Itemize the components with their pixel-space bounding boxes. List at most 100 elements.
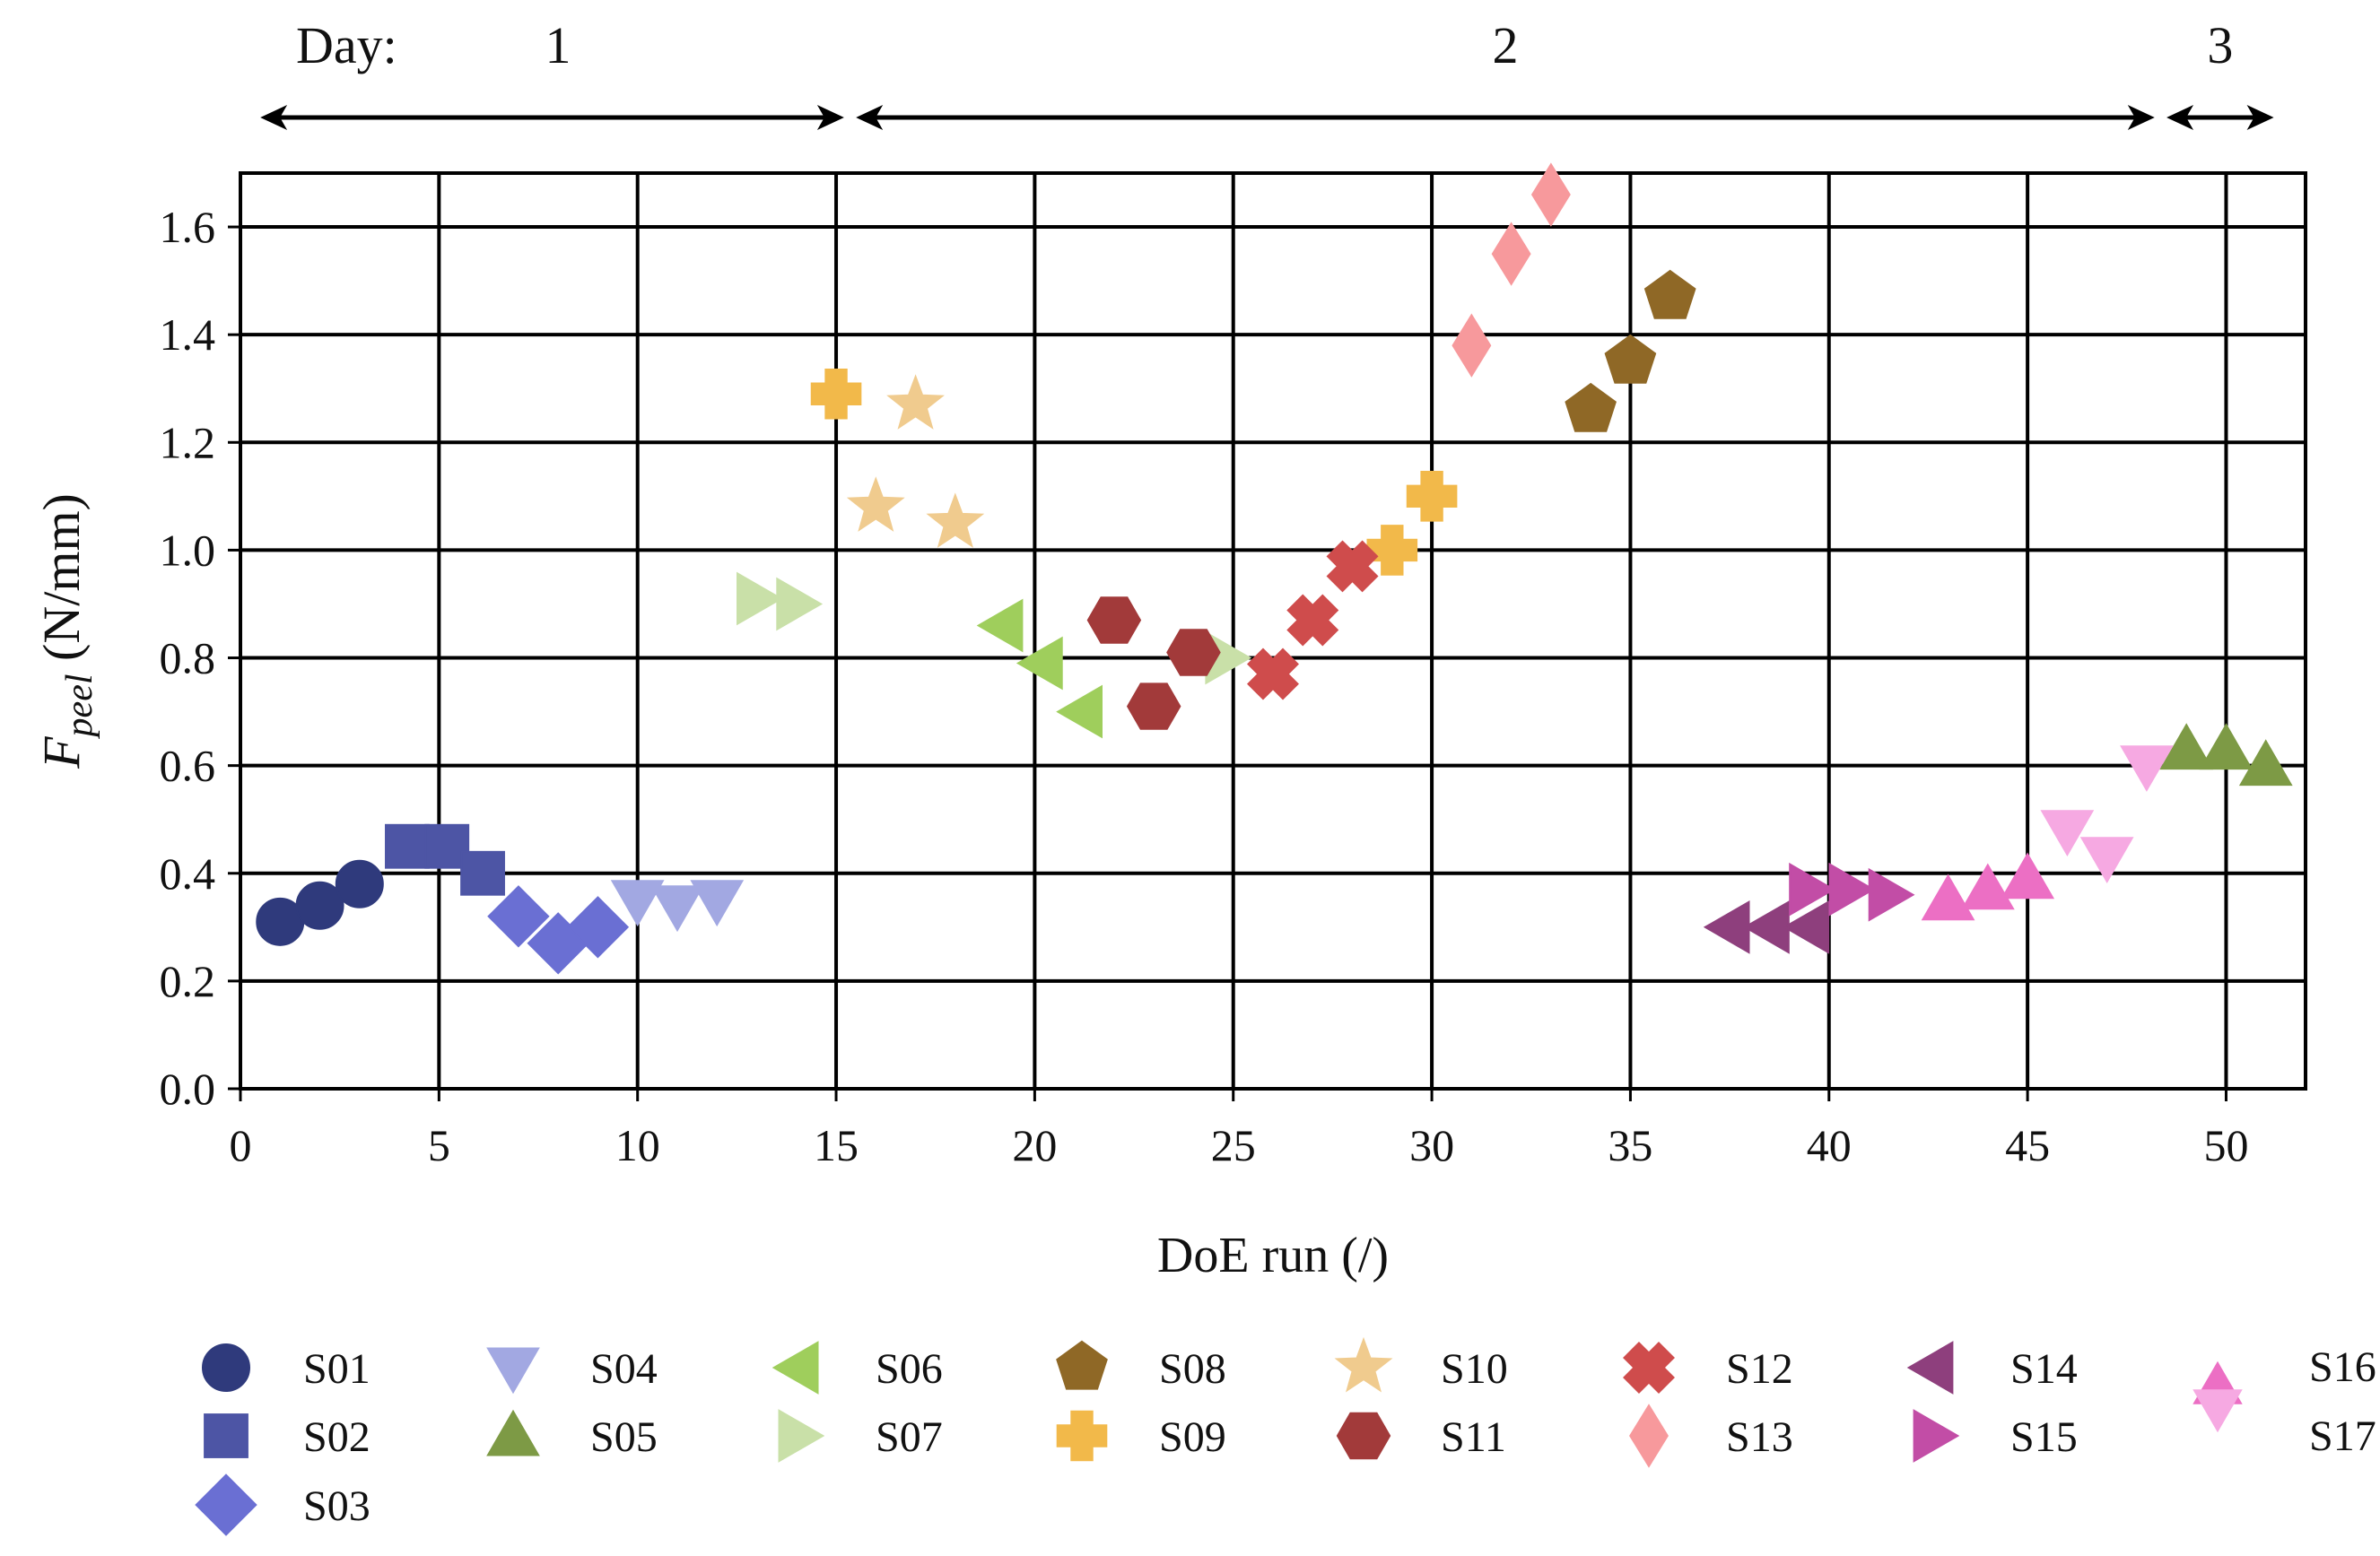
point-s17 [2120, 745, 2174, 792]
axes: 0 5 10 15 20 25 30 35 40 45 50 0.0 0.2 0.4 0.6 0.8 1.0 1.… [32, 171, 2307, 1283]
x-tick-label: 5 [428, 1120, 450, 1170]
x-tick-label: 50 [2203, 1120, 2248, 1170]
legend-label-s13: S13 [1726, 1413, 1793, 1461]
legend-marker-s01 [202, 1343, 250, 1392]
legend-marker-s14 [1906, 1341, 1954, 1395]
day-label: Day: [296, 16, 397, 74]
y-tick-label: 1.6 [160, 202, 216, 252]
legend-marker-s13 [1629, 1404, 1669, 1468]
point-s10 [926, 492, 985, 548]
legend-marker-s02 [204, 1413, 248, 1458]
point-s10 [846, 476, 905, 532]
legend-label-s08: S08 [1159, 1345, 1226, 1393]
legend-marker-s12-shape [1623, 1342, 1675, 1394]
point-s02 [460, 850, 505, 896]
x-tick-label: 25 [1211, 1120, 1256, 1170]
point-s16 [2001, 852, 2055, 900]
legend-marker-s11 [1336, 1412, 1391, 1460]
point-s08 [1643, 269, 1696, 319]
y-tick-label: 1.2 [160, 417, 216, 467]
point-s05 [2238, 739, 2293, 787]
point-s06 [1056, 684, 1103, 739]
x-tick-label: 20 [1012, 1120, 1057, 1170]
legend-label-s02: S02 [303, 1413, 371, 1461]
point-s04 [610, 880, 665, 927]
point-s05 [2159, 723, 2214, 770]
day-number-3: 3 [2207, 16, 2233, 74]
point-s10 [886, 374, 945, 430]
legend-label-s04: S04 [590, 1345, 658, 1393]
legend-label-s11: S11 [1441, 1413, 1506, 1461]
point-s13 [1452, 313, 1492, 378]
point-s04 [690, 880, 745, 927]
legend-label-s05: S05 [590, 1413, 658, 1461]
point-s07 [776, 577, 824, 631]
x-tick-label: 35 [1608, 1120, 1652, 1170]
point-s11 [1086, 596, 1142, 644]
plot-frame [239, 171, 2307, 1091]
day-arrow-head-right [816, 105, 844, 130]
point-s11 [1126, 682, 1181, 730]
legend-label-s15: S15 [2010, 1413, 2078, 1461]
legend-label-s03: S03 [303, 1482, 371, 1530]
y-tick-label: 0.0 [160, 1064, 216, 1114]
point-s16 [1921, 874, 1975, 921]
x-tick-label: 0 [230, 1120, 252, 1170]
legend: S01 S02 S03 S04 S05 S06 S07 S08 S09 S10 S11 S12 S13 S… [195, 1336, 2376, 1536]
legend-marker-s09 [1056, 1410, 1108, 1462]
point-s17 [2079, 837, 2134, 883]
point-s12 [1326, 540, 1379, 593]
legend-label-s12: S12 [1726, 1345, 1793, 1393]
point-s05 [2199, 723, 2254, 770]
legend-label-s14: S14 [2010, 1345, 2078, 1393]
point-s16 [1960, 863, 2015, 910]
legend-marker-s17 [2193, 1389, 2243, 1433]
day-arrow-head-left [260, 105, 288, 130]
point-s12 [1247, 648, 1299, 700]
legend-marker-s12 [1623, 1342, 1675, 1394]
x-tick-label: 10 [615, 1120, 660, 1170]
point-s13 [1530, 162, 1571, 227]
legend-marker-s06 [772, 1341, 819, 1395]
y-axis-label-symbol: F [32, 736, 91, 769]
day-number-2: 2 [1492, 16, 1518, 74]
legend-label-s17: S17 [2309, 1413, 2376, 1460]
x-axis-label: DoE run (/) [1157, 1228, 1389, 1283]
point-s09 [1406, 471, 1458, 522]
point-s03 [566, 896, 630, 959]
legend-label-s07: S07 [876, 1413, 943, 1461]
x-tick-label: 40 [1807, 1120, 1852, 1170]
y-axis-label: Fpeel (N/mm) [32, 493, 100, 769]
point-s08 [1604, 334, 1657, 384]
data-points [256, 162, 2293, 975]
legend-marker-s15 [1913, 1409, 1960, 1463]
day-arrow-head-left [2166, 105, 2194, 130]
legend-marker-s03 [195, 1473, 257, 1536]
legend-marker-s07 [778, 1409, 825, 1463]
y-tick-label: 0.8 [160, 633, 216, 683]
point-s09 [1366, 525, 1418, 576]
point-s14 [1783, 900, 1830, 954]
legend-label-s06: S06 [876, 1345, 943, 1393]
point-s13 [1491, 222, 1531, 286]
day-annotations: Day: 1 2 3 [260, 16, 2274, 130]
legend-marker-s05 [486, 1409, 540, 1456]
day-number-1: 1 [545, 16, 571, 74]
point-s15 [1828, 862, 1876, 917]
day-arrow-head-right [2246, 105, 2274, 130]
point-s06 [976, 598, 1024, 653]
point-s15 [1868, 867, 1915, 922]
point-s04 [650, 885, 704, 933]
point-s14 [1703, 900, 1750, 954]
y-tick-label: 0.4 [160, 848, 216, 899]
point-s03 [487, 885, 550, 948]
legend-marker-s08 [1056, 1340, 1108, 1390]
point-s17 [2040, 810, 2095, 856]
x-tick-label: 30 [1409, 1120, 1454, 1170]
legend-label-s10: S10 [1441, 1345, 1508, 1393]
y-axis-label-unit: (N/mm) [32, 493, 91, 674]
point-s09 [810, 368, 862, 420]
point-s15 [1789, 862, 1835, 917]
point-s08 [1565, 382, 1617, 432]
